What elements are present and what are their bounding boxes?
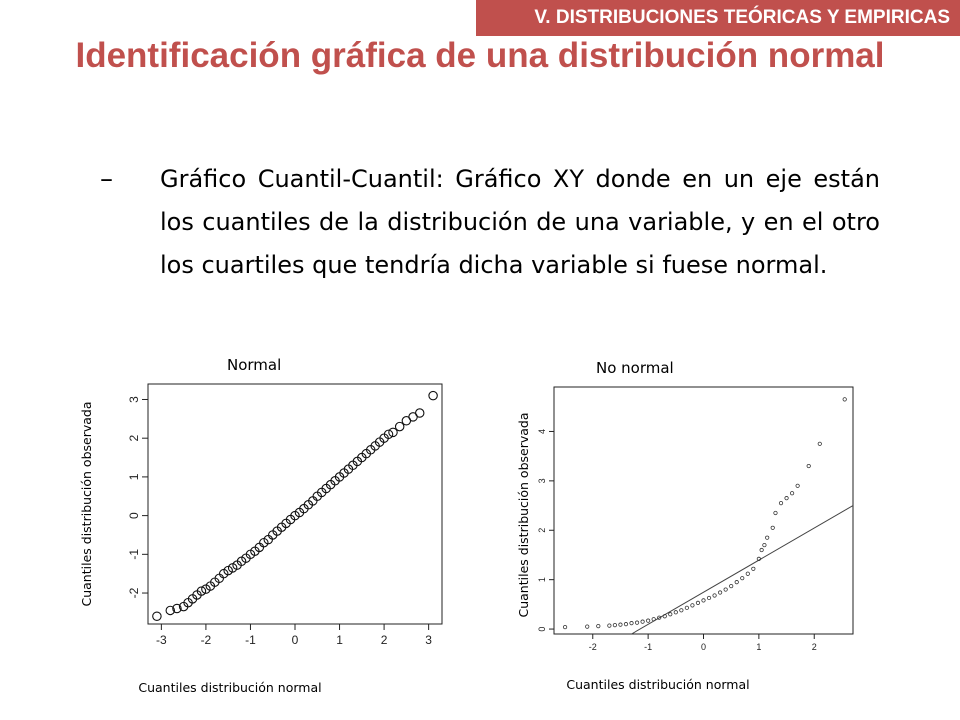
- data-point: [607, 623, 612, 628]
- y-tick-label: -2: [127, 587, 141, 598]
- data-point: [759, 547, 764, 553]
- data-point: [152, 611, 162, 622]
- data-point: [428, 390, 438, 401]
- data-point: [668, 612, 673, 617]
- data-point: [394, 421, 405, 432]
- section-tag: V. DISTRIBUCIONES TEÓRICAS Y EMPIRICAS: [476, 0, 960, 36]
- data-point: [701, 598, 706, 603]
- data-point: [723, 587, 728, 592]
- data-point: [679, 608, 684, 613]
- bullet-text: Gráfico Cuantil-Cuantil: Gráfico XY dond…: [160, 165, 880, 279]
- data-point: [651, 617, 656, 622]
- x-tick-label: 0: [701, 642, 706, 652]
- x-tick-label: -1: [245, 633, 256, 647]
- data-point: [784, 496, 789, 501]
- data-point: [751, 566, 756, 571]
- data-point: [585, 624, 590, 629]
- y-tick-label: 4: [537, 429, 547, 434]
- data-point: [690, 603, 695, 608]
- data-point: [806, 463, 811, 469]
- data-point: [842, 397, 847, 402]
- data-point: [684, 605, 689, 610]
- x-tick-label: 0: [292, 633, 299, 647]
- y-tick-label: 3: [537, 478, 547, 483]
- y-tick-label: 0: [127, 512, 141, 519]
- data-point: [729, 583, 734, 589]
- data-point: [712, 593, 717, 598]
- data-point: [789, 491, 795, 496]
- data-point: [795, 483, 800, 488]
- x-tick-label: 1: [336, 633, 343, 647]
- y-axis-label: Cuantiles distribución observada: [516, 412, 531, 617]
- data-point: [740, 576, 745, 581]
- y-tick-label: 0: [537, 627, 547, 632]
- data-point: [734, 580, 739, 585]
- chart-title-normal: Normal: [227, 356, 282, 374]
- x-tick-label: -1: [644, 642, 652, 652]
- qq-plot-normal: -3 -2 -1 0 1 2 3 -2 -1 0 1 2 3 Cuantiles distribución…: [79, 383, 443, 695]
- y-tick-label: -1: [127, 549, 141, 560]
- x-tick-label: -2: [589, 642, 597, 652]
- y-tick-label: 2: [127, 435, 141, 442]
- slide-title: Identificación gráfica de una distribuci…: [75, 36, 885, 75]
- data-point: [662, 614, 667, 619]
- data-point: [765, 535, 770, 540]
- data-point: [165, 605, 176, 616]
- data-point: [196, 586, 207, 596]
- data-point: [383, 429, 394, 440]
- data-point: [414, 408, 425, 418]
- data-point: [817, 441, 822, 446]
- y-tick-label: 2: [537, 528, 547, 533]
- x-axis-label: Cuantiles distribución normal: [138, 680, 321, 695]
- x-axis-label: Cuantiles distribución normal: [566, 677, 749, 692]
- data-point: [618, 622, 623, 627]
- data-point: [640, 619, 645, 624]
- bullet-dash: –: [100, 164, 113, 194]
- x-tick-label: 2: [812, 642, 817, 652]
- x-tick-label: 3: [425, 633, 432, 647]
- data-point: [612, 623, 618, 628]
- qq-plot-no-normal: -2 -1 0 1 2 0 1 2 3 4 Cuantiles distribución obser…: [516, 386, 854, 692]
- data-point: [762, 542, 767, 548]
- data-point: [562, 624, 568, 630]
- data-point: [596, 623, 601, 629]
- data-point: [673, 610, 678, 615]
- data-point: [756, 556, 761, 562]
- plot-frame: [147, 383, 443, 625]
- x-tick-label: -3: [156, 633, 167, 647]
- chart-title-no-normal: No normal: [596, 359, 674, 377]
- data-point: [778, 500, 784, 506]
- data-point: [623, 622, 629, 627]
- data-point: [657, 615, 662, 620]
- data-point: [706, 595, 712, 601]
- reference-line: [631, 505, 853, 634]
- y-tick-label: 1: [537, 577, 547, 582]
- data-point: [646, 618, 651, 623]
- y-tick-label: 1: [127, 473, 141, 480]
- data-point: [172, 603, 182, 614]
- y-axis-label: Cuantiles distribución observada: [79, 401, 94, 606]
- x-tick-label: -2: [201, 633, 212, 647]
- x-tick-label: 1: [756, 642, 761, 652]
- data-point: [634, 620, 640, 625]
- data-point: [773, 510, 778, 516]
- x-tick-label: 2: [381, 633, 388, 647]
- data-point: [695, 600, 701, 605]
- data-point: [770, 525, 775, 530]
- data-point: [745, 571, 750, 576]
- data-point: [718, 590, 723, 595]
- plot-frame: [553, 386, 854, 635]
- data-point: [388, 427, 398, 438]
- data-point: [629, 621, 634, 626]
- y-tick-label: 3: [127, 396, 141, 403]
